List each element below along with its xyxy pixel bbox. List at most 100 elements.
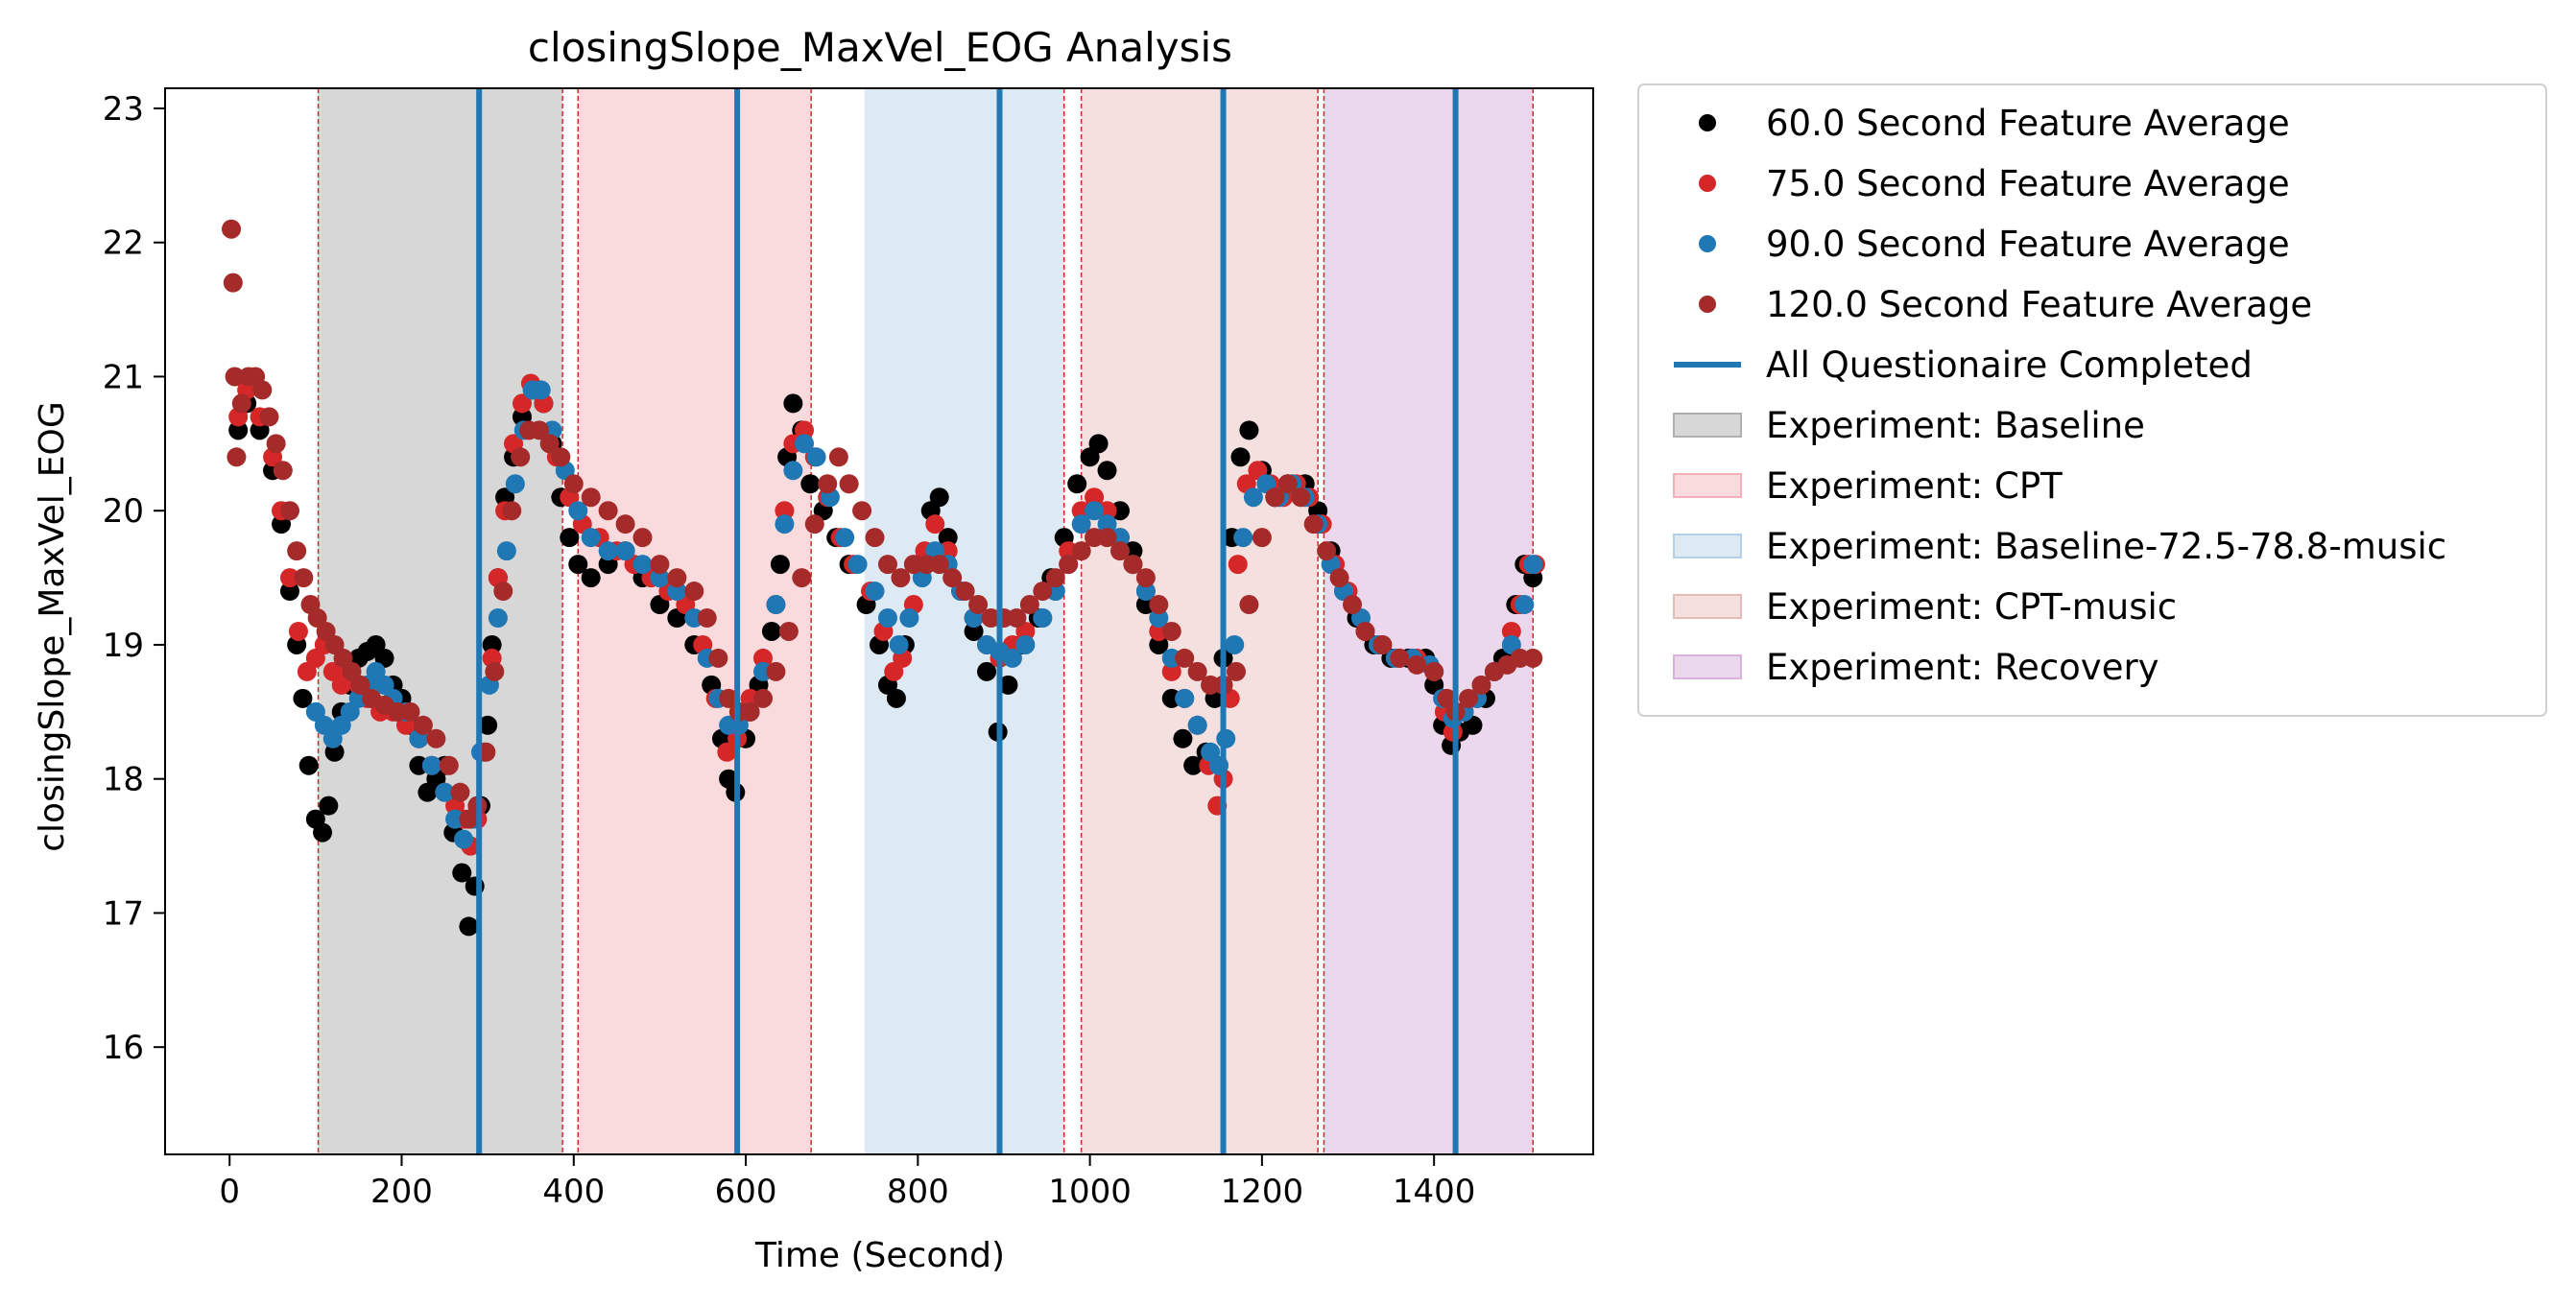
series-1-point-100	[1239, 420, 1259, 440]
series-3-point-101	[1523, 555, 1543, 575]
series-4-point-35	[502, 501, 522, 521]
legend-entry-4: 120.0 Second Feature Average	[1699, 284, 2312, 325]
legend-marker	[1699, 296, 1716, 313]
series-1-point-3	[250, 420, 270, 440]
series-4-point-28	[439, 755, 459, 775]
series-4-point-3	[225, 367, 245, 387]
series-3-point-52	[889, 634, 909, 654]
series-4-point-77	[1045, 568, 1065, 588]
series-4-point-62	[852, 501, 872, 521]
series-1-point-58	[770, 555, 790, 575]
legend-patch	[1673, 473, 1742, 498]
series-1-point-6	[279, 582, 299, 602]
series-4	[222, 219, 1543, 829]
series-3-point-28	[568, 501, 588, 521]
legend-entry-7: Experiment: CPT	[1673, 465, 2063, 507]
series-1-point-9	[298, 755, 319, 775]
series-4-point-102	[1372, 634, 1393, 654]
legend-marker	[1699, 235, 1716, 252]
series-4-point-92	[1239, 595, 1259, 615]
series-1-point-73	[929, 487, 949, 508]
series-3-point-16	[454, 829, 474, 849]
series-3-point-67	[1085, 501, 1105, 521]
series-4-point-26	[413, 715, 433, 735]
series-1-point-79	[998, 675, 1018, 695]
y-tick-label-6: 21	[103, 358, 144, 396]
series-3-point-46	[806, 447, 826, 467]
experiment-span-4	[1081, 88, 1319, 1154]
series-4-point-29	[450, 782, 470, 802]
series-4-point-9	[259, 407, 279, 427]
series-2-point-48	[752, 648, 773, 668]
legend-marker	[1699, 175, 1716, 192]
legend-entry-2: 75.0 Second Feature Average	[1699, 163, 2290, 204]
series-3-point-15	[445, 809, 465, 829]
series-2-point-45	[717, 742, 737, 762]
series-4-point-60	[828, 447, 848, 467]
series-4-point-27	[426, 728, 446, 748]
series-1-point-93	[1173, 728, 1193, 748]
y-axis-ticks: 16 17 18 19 20 21 22 23	[103, 90, 165, 1067]
y-tick-label-2: 17	[103, 894, 144, 933]
series-4-point-54	[752, 688, 773, 708]
x-axis-ticks: 0 200 400 600 800 1000 1200 1400	[219, 1154, 1475, 1211]
series-4-point-21	[350, 675, 370, 695]
legend-box	[1637, 83, 2547, 717]
series-4-point-78	[1059, 555, 1079, 575]
legend-entry-9: Experiment: CPT-music	[1673, 586, 2177, 628]
series-4-point-13	[287, 541, 307, 561]
series-4-point-101	[1355, 621, 1375, 641]
series-3-point-71	[1135, 582, 1156, 602]
legend-label: 60.0 Second Feature Average	[1766, 103, 2290, 144]
series-4-point-95	[1277, 474, 1298, 494]
legend-entry-5: All Questionaire Completed	[1674, 344, 2253, 386]
legend-label: 75.0 Second Feature Average	[1766, 163, 2290, 204]
x-tick-label-8: 1400	[1393, 1173, 1476, 1211]
series-3-point-80	[1233, 528, 1253, 548]
series-3-point-74	[1175, 688, 1195, 708]
data-points	[222, 219, 1545, 937]
series-3-point-32	[632, 555, 653, 575]
series-2-point-81	[1161, 661, 1181, 681]
series-2-point-108	[1501, 621, 1521, 641]
series-4-point-83	[1123, 555, 1143, 575]
series-4-point-58	[804, 514, 824, 534]
series-4-point-4	[227, 447, 247, 467]
series-4-point-109	[1471, 675, 1491, 695]
series-4-point-8	[252, 380, 273, 400]
legend-label: 120.0 Second Feature Average	[1766, 284, 2312, 325]
series-1-point-77	[977, 661, 997, 681]
series-4-point-47	[667, 568, 687, 588]
series-4-point-68	[929, 555, 949, 575]
series-3-point-44	[783, 461, 803, 481]
series-3-point-100	[1515, 595, 1535, 615]
series-2-point-6	[279, 568, 299, 588]
series-4-point-34	[493, 582, 513, 602]
series-3-point-53	[899, 608, 919, 629]
series-4-point-40	[551, 447, 571, 467]
series-4-point-86	[1161, 621, 1181, 641]
series-3-point-45	[795, 434, 815, 454]
series-4-point-82	[1109, 541, 1130, 561]
series-2-point-63	[925, 514, 945, 534]
series-3-point-29	[581, 528, 601, 548]
series-4-point-45	[632, 528, 653, 548]
series-1-point-33	[482, 634, 502, 654]
series-2-point-88	[1228, 555, 1248, 575]
series-1-point-42	[560, 528, 580, 548]
series-1-point-12	[319, 795, 339, 816]
series-4-point-12	[279, 501, 299, 521]
series-3-point-72	[1149, 608, 1169, 629]
series-3-point-20	[488, 608, 508, 629]
x-tick-label-2: 200	[370, 1173, 433, 1211]
series-1-point-76	[964, 621, 984, 641]
series-3-point-30	[598, 541, 618, 561]
series-3-point-33	[650, 568, 670, 588]
series-3-point-50	[865, 582, 885, 602]
series-4-point-79	[1071, 541, 1091, 561]
series-4-point-46	[650, 555, 670, 575]
y-tick-label-5: 20	[103, 492, 144, 531]
series-3-point-75	[1187, 715, 1207, 735]
series-4-point-70	[955, 582, 975, 602]
